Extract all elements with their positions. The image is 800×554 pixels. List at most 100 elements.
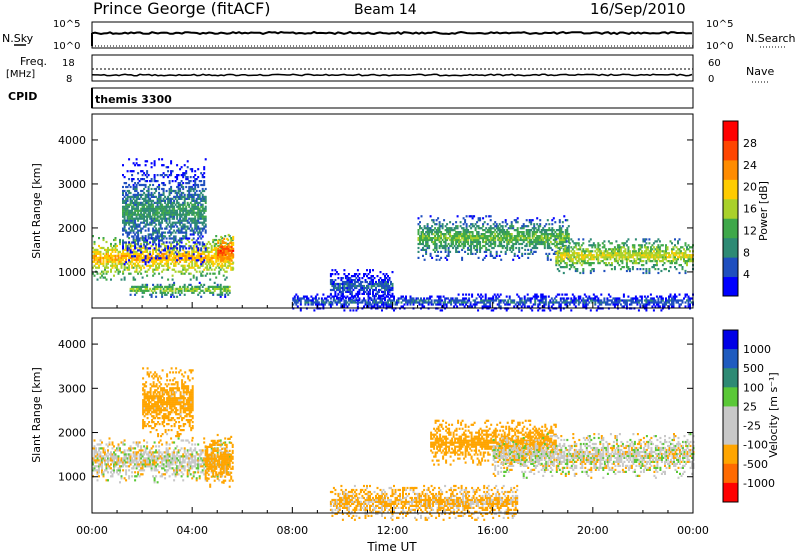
echo-cell — [165, 219, 168, 222]
echo-cell — [116, 258, 118, 261]
echo-cell — [552, 233, 555, 236]
echo-cell — [159, 258, 162, 261]
echo-cell — [194, 287, 197, 290]
echo-cell — [573, 254, 576, 257]
echo-cell — [155, 237, 158, 240]
echo-cell — [225, 266, 228, 269]
echo-cell — [606, 252, 609, 255]
echo-cell — [444, 235, 447, 238]
echo-cell — [475, 301, 478, 304]
echo-cell — [186, 201, 189, 204]
echo-cell — [135, 207, 138, 210]
echo-cell — [567, 233, 570, 236]
echo-cell — [95, 250, 97, 253]
echo-cell — [197, 256, 200, 259]
echo-cell — [391, 288, 394, 292]
echo-cell — [577, 248, 580, 251]
echo-cell — [129, 185, 132, 189]
echo-cell — [558, 219, 561, 222]
echo-cell — [639, 268, 642, 271]
echo-cell — [369, 271, 371, 274]
echo-cell — [111, 250, 114, 253]
echo-cell — [478, 295, 481, 298]
echo-cell — [651, 260, 654, 263]
echo-cell — [456, 250, 459, 253]
echo-cell — [549, 237, 552, 240]
echo-cell — [162, 199, 165, 202]
echo-cell — [577, 256, 580, 259]
echo-cell — [512, 242, 515, 246]
echo-cell — [140, 178, 143, 181]
echo-cell — [558, 256, 561, 259]
echo-cell — [126, 235, 129, 238]
echo-cell — [363, 290, 365, 293]
echo-cell — [486, 238, 489, 242]
echo-cell — [636, 254, 639, 257]
echo-cell — [228, 291, 231, 294]
echo-cell — [597, 250, 600, 253]
echo-cell — [162, 237, 165, 240]
echo-cell — [183, 223, 186, 226]
echo-cell — [197, 185, 200, 189]
echo-cell — [128, 241, 131, 244]
echo-cell — [197, 259, 200, 262]
echo-cell — [545, 252, 548, 255]
echo-cell — [536, 238, 539, 242]
echo-cell — [179, 197, 182, 200]
echo-cell — [633, 248, 636, 251]
echo-cell — [684, 244, 687, 247]
echo-cell — [612, 254, 615, 257]
echo-cell — [156, 197, 159, 200]
echo-cell — [204, 207, 207, 210]
echo-cell — [646, 252, 649, 255]
echo-cell — [488, 215, 491, 218]
echo-cell — [467, 238, 470, 242]
echo-cell — [159, 215, 162, 218]
echo-cell — [200, 237, 203, 240]
echo-cell — [135, 187, 138, 191]
echo-cell — [105, 240, 108, 244]
echo-cell — [483, 240, 486, 244]
echo-cell — [156, 252, 159, 255]
echo-cell — [678, 238, 681, 241]
echo-cell — [444, 225, 447, 228]
echo-cell — [209, 250, 212, 253]
echo-cell — [125, 197, 128, 200]
echo-cell — [503, 244, 506, 248]
echo-cell — [379, 277, 382, 280]
echo-cell — [378, 297, 380, 300]
echo-cell — [219, 291, 222, 294]
echo-cell — [182, 191, 185, 195]
echo-cell — [470, 227, 473, 230]
echo-cell — [105, 266, 108, 269]
echo-cell — [189, 195, 192, 198]
echo-cell — [183, 258, 186, 261]
echo-cell — [174, 176, 177, 179]
echo-cell — [515, 219, 518, 222]
echo-cell — [417, 246, 420, 250]
echo-cell — [180, 270, 183, 273]
echo-cell — [492, 301, 495, 304]
echo-cell — [340, 299, 343, 302]
echo-cell — [491, 238, 494, 242]
echo-cell — [674, 254, 676, 257]
echo-cell — [645, 248, 648, 251]
echo-cell — [358, 298, 361, 301]
echo-cell — [177, 187, 180, 191]
echo-cell — [637, 262, 640, 265]
echo-cell — [201, 264, 204, 267]
echo-cell — [138, 201, 141, 204]
echo-cell — [156, 201, 159, 204]
echo-cell — [426, 246, 429, 250]
echo-cell — [444, 303, 447, 306]
echo-cell — [373, 282, 376, 286]
echo-cell — [137, 201, 140, 204]
echo-cell — [436, 295, 439, 298]
echo-cell — [135, 205, 138, 208]
echo-cell — [198, 201, 201, 204]
echo-cell — [453, 235, 456, 238]
echo-cell — [458, 250, 461, 253]
echo-cell — [183, 195, 186, 198]
echo-cell — [141, 207, 144, 210]
echo-cell — [179, 257, 182, 260]
